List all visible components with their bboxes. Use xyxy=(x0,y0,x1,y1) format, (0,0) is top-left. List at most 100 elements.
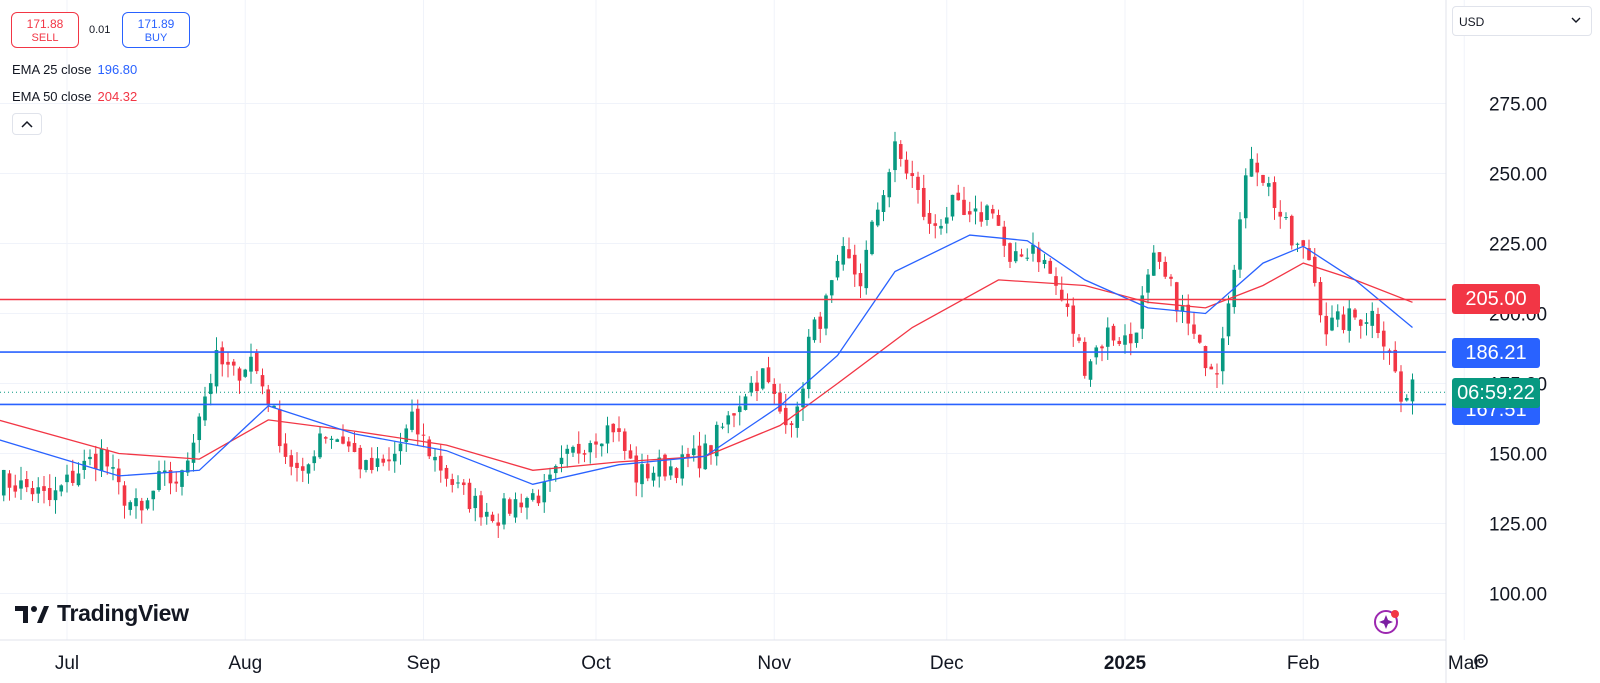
candle-body xyxy=(973,208,978,212)
candle-body xyxy=(335,439,340,442)
candle-body xyxy=(944,217,949,224)
ema25-value: 196.80 xyxy=(97,62,138,77)
candle-body xyxy=(651,472,656,481)
candle-body xyxy=(927,212,932,224)
ema25-line xyxy=(0,234,1413,485)
sparkle-icon[interactable] xyxy=(1370,608,1402,636)
candle-body xyxy=(996,215,1001,226)
candle-body xyxy=(415,408,420,435)
candle-body xyxy=(898,144,903,159)
candle-body xyxy=(806,336,811,390)
candle-body xyxy=(720,426,725,428)
candle-body xyxy=(364,460,368,470)
tradingview-logo[interactable]: TradingView xyxy=(15,600,189,627)
candle-body xyxy=(1226,303,1231,337)
candle-body xyxy=(513,499,518,518)
candle-body xyxy=(542,482,547,503)
candle-body xyxy=(1163,261,1168,277)
candle-body xyxy=(1031,244,1035,254)
candle-body xyxy=(714,424,719,457)
gear-icon[interactable] xyxy=(1472,652,1490,670)
candle-body xyxy=(197,416,202,441)
legend-ema50[interactable]: EMA 50 close 204.32 xyxy=(12,89,137,104)
candle-body xyxy=(369,457,374,470)
buy-price: 171.89 xyxy=(137,17,175,31)
ema50-line xyxy=(0,262,1413,471)
candle-body xyxy=(438,455,443,471)
candle-body xyxy=(910,173,915,177)
candle-body xyxy=(1065,303,1070,308)
candle-body xyxy=(1410,379,1415,402)
candle-body xyxy=(329,438,334,440)
candle-body xyxy=(1151,252,1156,276)
candle-body xyxy=(93,453,98,469)
candle-body xyxy=(668,466,673,476)
candle-body xyxy=(105,449,110,467)
candle-body xyxy=(237,368,242,381)
candle-body xyxy=(645,463,650,479)
legend-ema25[interactable]: EMA 25 close 196.80 xyxy=(12,62,137,77)
candle-body xyxy=(42,486,46,491)
candle-body xyxy=(249,356,253,372)
price-tag-resistance: 205.00 xyxy=(1452,284,1540,314)
candle-body xyxy=(870,221,874,255)
candle-body xyxy=(812,319,817,341)
price-axis-label: 275.00 xyxy=(1489,95,1547,116)
candle-body xyxy=(916,176,920,190)
candle-body xyxy=(640,464,644,485)
currency-select[interactable]: USD xyxy=(1452,6,1592,36)
candle-body xyxy=(1174,282,1179,312)
candle-body xyxy=(24,479,29,488)
candle-body xyxy=(686,453,690,459)
candle-body xyxy=(341,436,345,444)
candle-body xyxy=(479,495,483,518)
candle-body xyxy=(346,441,351,447)
candle-body xyxy=(1330,317,1334,331)
candle-body xyxy=(611,423,616,433)
sell-price: 171.88 xyxy=(26,17,64,31)
sell-label: SELL xyxy=(31,32,59,44)
sell-button[interactable]: 171.88 SELL xyxy=(11,12,79,48)
candle-body xyxy=(162,470,167,473)
candle-body xyxy=(387,459,391,462)
candle-body xyxy=(663,454,667,477)
candle-body xyxy=(887,172,892,198)
candle-body xyxy=(1013,251,1018,262)
candle-body xyxy=(950,194,955,217)
chevron-up-icon xyxy=(21,120,33,128)
candle-body xyxy=(1272,182,1277,208)
candle-body xyxy=(111,467,115,469)
candle-body xyxy=(134,498,138,507)
price-axis-label: 125.00 xyxy=(1489,515,1547,536)
candle-body xyxy=(1169,276,1173,279)
candle-body xyxy=(732,413,736,416)
candle-body xyxy=(962,199,966,215)
candle-body xyxy=(1111,325,1116,341)
time-axis-label: Mar xyxy=(1448,653,1481,674)
candle-body xyxy=(260,375,265,387)
spread-value: 0.01 xyxy=(89,24,111,36)
candle-body xyxy=(295,462,299,469)
candle-body xyxy=(1088,361,1093,380)
candle-body xyxy=(283,443,288,457)
price-axis-label: 225.00 xyxy=(1489,235,1547,256)
candle-body xyxy=(1192,324,1196,334)
candle-body xyxy=(1071,305,1076,334)
candle-body xyxy=(59,485,64,492)
candle-body xyxy=(1123,335,1127,345)
candle-body xyxy=(1364,322,1369,324)
candle-body xyxy=(565,448,570,454)
candle-body xyxy=(352,442,357,453)
buy-button[interactable]: 171.89 BUY xyxy=(122,12,190,48)
legend-collapse-button[interactable] xyxy=(12,113,42,135)
candle-body xyxy=(1243,175,1248,219)
ema50-label: EMA 50 close xyxy=(12,89,92,104)
candle-body xyxy=(1295,243,1300,245)
candle-body xyxy=(203,396,207,421)
candle-body xyxy=(318,433,322,458)
candle-body xyxy=(691,448,696,456)
candle-body xyxy=(266,389,271,406)
candle-body xyxy=(381,458,386,463)
candle-body xyxy=(749,382,754,393)
